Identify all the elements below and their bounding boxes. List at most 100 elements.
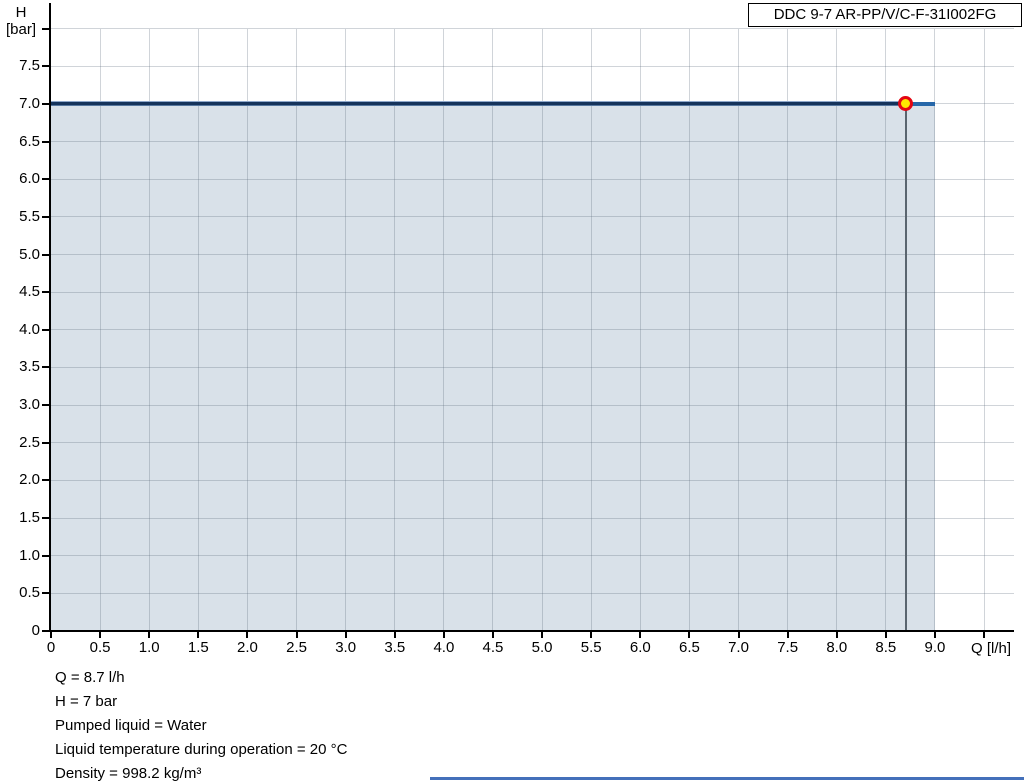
gridline-horizontal: [51, 366, 1014, 368]
gridline-vertical: [443, 29, 445, 630]
gridline-horizontal: [51, 254, 1014, 256]
curve-fill-area: [51, 103, 935, 630]
caption-density: Density = 998.2 kg/m³: [55, 765, 202, 781]
x-axis-tick: [737, 632, 740, 638]
y-tick-label: 5.5: [19, 207, 40, 225]
y-axis-tick: [42, 178, 49, 181]
x-axis-tick: [295, 632, 298, 638]
y-tick-label: 3.0: [19, 396, 40, 414]
x-tick-label: 0.5: [89, 639, 111, 656]
y-tick-label: 4.5: [19, 283, 40, 301]
gridline-vertical: [148, 29, 150, 630]
gridline-vertical: [738, 29, 740, 630]
x-axis-title: Q [l/h]: [971, 640, 1012, 657]
y-axis-tick: [42, 554, 49, 557]
y-tick-label: 0.5: [19, 584, 40, 602]
y-axis-tick: [42, 366, 49, 369]
gridline-vertical: [590, 29, 592, 630]
y-axis-tick: [42, 215, 49, 218]
gridline-vertical: [688, 29, 690, 630]
y-tick-label: 0: [31, 622, 40, 639]
gridline-horizontal: [51, 141, 1014, 143]
gridline-vertical: [246, 29, 248, 630]
gridline-horizontal: [51, 404, 1014, 406]
x-axis-tick: [541, 632, 544, 638]
x-axis-line: [49, 630, 1014, 632]
x-tick-label: 5.5: [580, 639, 602, 656]
x-axis-tick: [688, 632, 691, 638]
y-axis-tick: [42, 253, 49, 256]
gridline-horizontal: [51, 291, 1014, 293]
y-tick-label: 7.5: [19, 57, 40, 75]
y-axis-tick: [42, 441, 49, 444]
gridline-horizontal: [51, 442, 1014, 444]
y-axis-tick: [42, 404, 49, 407]
x-axis-tick: [639, 632, 642, 638]
x-axis-tick: [884, 632, 887, 638]
x-tick-label: 4.5: [482, 639, 504, 656]
x-axis-tick: [491, 632, 494, 638]
y-tick-label: 3.5: [19, 358, 40, 376]
x-tick-label: 3.0: [335, 639, 357, 656]
caption-flow: Q = 8.7 l/h: [55, 669, 125, 686]
x-axis-tick: [933, 632, 936, 638]
x-axis-tick: [590, 632, 593, 638]
y-tick-label: 7.0: [19, 94, 40, 112]
x-tick-label: 1.0: [138, 639, 160, 656]
x-axis-tick: [393, 632, 396, 638]
x-tick-label: 6.0: [629, 639, 651, 656]
x-axis-tick: [835, 632, 838, 638]
gridline-horizontal: [51, 216, 1014, 218]
y-axis-tick: [42, 102, 49, 105]
gridline-horizontal: [51, 329, 1014, 331]
gridline-vertical: [639, 29, 641, 630]
x-tick-label: 8.0: [826, 639, 848, 656]
x-tick-label: 1.5: [187, 639, 209, 656]
y-axis-tick: [42, 140, 49, 143]
x-axis-tick: [246, 632, 249, 638]
gridline-vertical: [197, 29, 199, 630]
x-tick-label: 6.5: [678, 639, 700, 656]
x-tick-label: 7.5: [777, 639, 799, 656]
x-tick-label: 3.5: [384, 639, 406, 656]
y-tick-label: 4.0: [19, 320, 40, 338]
gridline-vertical: [934, 29, 936, 630]
gridline-horizontal: [51, 28, 1014, 30]
pump-model-title-box: DDC 9-7 AR-PP/V/C-F-31I002FG: [748, 3, 1022, 27]
pump-curve-extension: [905, 101, 935, 106]
caption-head: H = 7 bar: [55, 693, 118, 710]
gridline-vertical: [99, 29, 101, 630]
x-tick-label: 9.0: [924, 639, 946, 656]
caption-pumped-liquid: Pumped liquid = Water: [55, 717, 207, 734]
gridline-horizontal: [51, 555, 1014, 557]
caption-liquid-temperature: Liquid temperature during operation = 20…: [55, 741, 348, 758]
operating-point-marker[interactable]: [898, 96, 913, 112]
gridline-vertical: [541, 29, 543, 630]
gridline-horizontal: [51, 517, 1014, 519]
gridline-vertical: [492, 29, 494, 630]
x-axis-tick: [786, 632, 789, 638]
pump-curve-line: [51, 100, 906, 106]
y-axis-tick: [42, 517, 49, 520]
y-tick-label: 6.5: [19, 132, 40, 150]
y-tick-label: 5.0: [19, 245, 40, 263]
gridline-horizontal: [51, 178, 1014, 180]
x-axis-tick: [50, 632, 52, 638]
x-tick-label: 0: [46, 639, 56, 656]
y-axis-tick: [42, 328, 49, 331]
gridline-vertical: [345, 29, 347, 630]
duty-point-drop-line: [904, 103, 907, 630]
x-axis-tick: [197, 632, 200, 638]
operating-data-caption: Q = 8.7 l/h H = 7 bar Pumped liquid = Wa…: [55, 666, 347, 781]
y-axis-tick: [42, 65, 49, 68]
gridline-horizontal: [51, 592, 1014, 594]
x-tick-label: 7.0: [728, 639, 749, 656]
x-tick-label: 8.5: [875, 639, 897, 656]
y-axis-tick: [42, 479, 49, 482]
gridline-horizontal: [51, 479, 1014, 481]
y-tick-label: 1.5: [19, 509, 40, 527]
y-tick-label: 6.0: [19, 170, 40, 188]
x-axis-tick: [983, 632, 986, 638]
x-tick-label: 4.0: [433, 639, 455, 656]
y-axis-tick: [42, 630, 49, 632]
